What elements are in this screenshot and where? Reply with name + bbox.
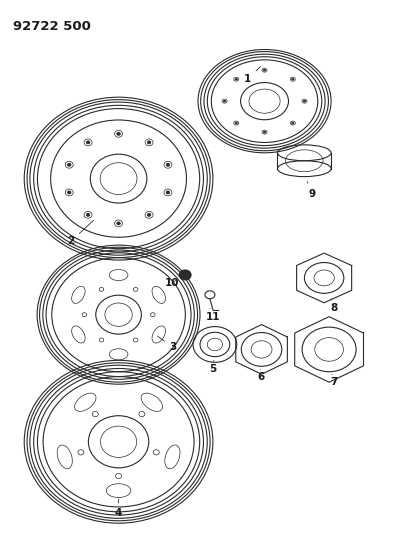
- Ellipse shape: [166, 163, 170, 166]
- Text: 8: 8: [330, 299, 338, 313]
- Ellipse shape: [224, 100, 226, 102]
- Ellipse shape: [117, 132, 120, 135]
- Text: 3: 3: [158, 336, 177, 352]
- Text: 4: 4: [115, 499, 122, 518]
- Text: 7: 7: [330, 374, 338, 387]
- Ellipse shape: [147, 213, 151, 216]
- Text: 10: 10: [165, 278, 180, 288]
- Ellipse shape: [235, 78, 238, 80]
- Text: 11: 11: [206, 309, 220, 321]
- Ellipse shape: [303, 100, 306, 102]
- Ellipse shape: [117, 222, 120, 225]
- Ellipse shape: [292, 122, 294, 124]
- Ellipse shape: [264, 131, 266, 133]
- Ellipse shape: [179, 270, 191, 280]
- Text: 2: 2: [67, 220, 94, 246]
- Ellipse shape: [235, 122, 238, 124]
- Ellipse shape: [86, 213, 90, 216]
- Ellipse shape: [264, 69, 266, 71]
- Text: 5: 5: [209, 360, 216, 374]
- Text: 6: 6: [257, 369, 264, 382]
- Text: 9: 9: [307, 182, 316, 198]
- Ellipse shape: [147, 141, 151, 144]
- Ellipse shape: [292, 78, 294, 80]
- Ellipse shape: [68, 191, 71, 194]
- Text: 1: 1: [244, 67, 260, 84]
- Ellipse shape: [86, 141, 90, 144]
- Text: 92722 500: 92722 500: [13, 20, 91, 33]
- Ellipse shape: [68, 163, 71, 166]
- Ellipse shape: [166, 191, 170, 194]
